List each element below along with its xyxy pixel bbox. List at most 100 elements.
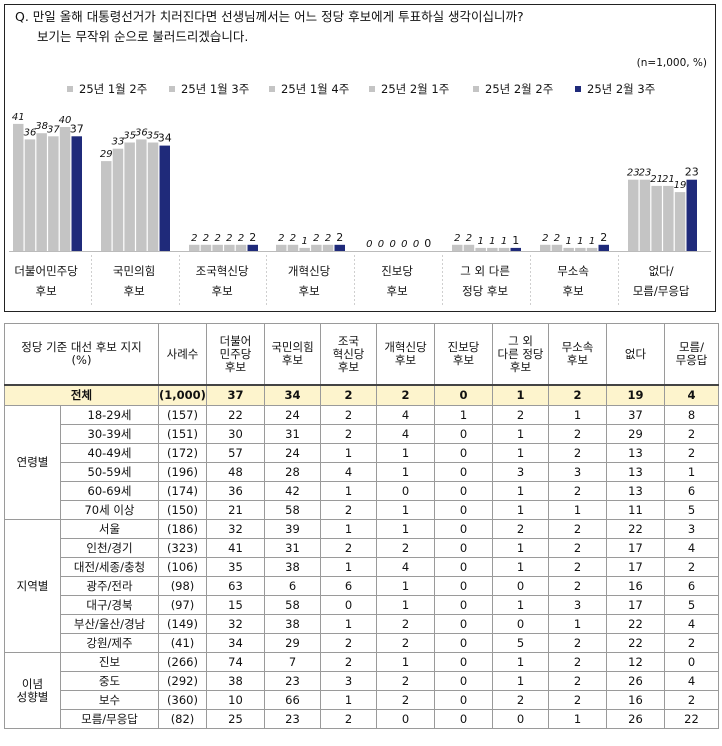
crosstab-table: 정당 기준 대선 후보 지지 (%) 사례수 더불어 민주당 후보 국민의힘 후보 조국 혁신당 후… [4, 323, 719, 729]
cell-value: 2 [664, 690, 719, 710]
cell-value: 5 [664, 595, 719, 615]
row-label: 70세 이상 [60, 500, 159, 520]
cell-value: 1 [492, 500, 549, 520]
data-label: 2 [325, 233, 331, 244]
table-header-row: 정당 기준 대선 후보 지지 (%) 사례수 더불어 민주당 후보 국민의힘 후보 조국 혁신당 후… [4, 323, 719, 386]
cell-value: 29 [264, 633, 321, 653]
bar-chart: 25년 1월 2주 25년 1월 3주 25년 1월 4주 25년 2월 1주 25년 … [9, 82, 711, 305]
row-label: 광주/전라 [60, 576, 159, 596]
bar [48, 136, 59, 251]
bar [200, 244, 212, 251]
data-label: 2 [554, 233, 560, 244]
cell-value: 28 [264, 462, 321, 482]
data-label: 0 [366, 239, 372, 250]
cell-value: 1 [492, 424, 549, 444]
bar [551, 244, 563, 251]
cell-value: 26 [606, 709, 665, 729]
bar [299, 247, 310, 251]
row-label: 60-69세 [60, 481, 159, 501]
data-label: 36 [24, 127, 37, 138]
cell-value: 2 [548, 481, 607, 501]
row-label: 중도 [60, 671, 159, 691]
sample-size: (266) [158, 652, 207, 672]
cell-value: 38 [264, 614, 321, 634]
cell-value: 37 [206, 384, 265, 406]
cell-value: 12 [606, 652, 665, 672]
cell-value: 22 [206, 405, 265, 425]
bar [639, 179, 651, 251]
bar [663, 185, 674, 251]
cell-value: 16 [606, 690, 665, 710]
cell-value: 2 [548, 557, 607, 577]
cell-value: 34 [264, 384, 321, 406]
bar [124, 142, 135, 251]
data-label: 41 [12, 112, 25, 123]
data-label: 2 [191, 233, 197, 244]
cell-value: 57 [206, 443, 265, 463]
cell-value: 1 [376, 576, 435, 596]
cell-value: 2 [376, 671, 435, 691]
bar [686, 179, 697, 251]
data-label: 2 [600, 231, 607, 244]
cell-value: 2 [548, 424, 607, 444]
legend-label: 25년 2월 2주 [485, 82, 553, 96]
sample-size: (150) [158, 500, 207, 520]
bar [287, 244, 299, 251]
cell-value: 0 [434, 384, 493, 406]
cell-value: 0 [434, 576, 493, 596]
cell-value: 2 [320, 384, 377, 406]
data-label: 23 [685, 166, 699, 179]
cell-value: 6 [664, 576, 719, 596]
data-label: 1 [477, 236, 483, 247]
table-row: 60-69세 (174) 36 42 1 0 0 1 2 13 6 [5, 481, 719, 501]
cell-value: 41 [206, 538, 265, 558]
category-label: 후보 [212, 284, 233, 298]
cell-value: 42 [264, 481, 321, 501]
cell-value: 1 [376, 519, 435, 539]
table-row: 인천/경기 (323) 41 31 2 2 0 1 2 17 4 [5, 538, 719, 558]
cell-value: 1 [320, 557, 377, 577]
cell-value: 0 [434, 481, 493, 501]
cell-value: 4 [664, 614, 719, 634]
table-row: 광주/전라 (98) 63 6 6 1 0 0 2 16 6 [5, 576, 719, 596]
data-label: 1 [589, 236, 595, 247]
cell-value: 0 [492, 576, 549, 596]
sample-size: (151) [158, 424, 207, 444]
cell-value: 21 [206, 500, 265, 520]
data-label: 1 [301, 236, 307, 247]
cell-value: 1 [376, 652, 435, 672]
cell-value: 6 [664, 481, 719, 501]
column-header: 개혁신당 후보 [376, 323, 435, 386]
cell-value: 5 [492, 633, 549, 653]
cell-value: 0 [434, 462, 493, 482]
cell-value: 1 [492, 384, 549, 406]
cell-value: 2 [548, 633, 607, 653]
data-label: 21 [650, 174, 663, 185]
data-label: 0 [413, 239, 419, 250]
bar [235, 244, 247, 251]
data-label: 23 [627, 168, 640, 179]
cell-value: 0 [434, 633, 493, 653]
data-label: 38 [35, 121, 48, 132]
cell-value: 2 [320, 652, 377, 672]
category-label: 무소속 [557, 264, 589, 278]
row-label: 30-39세 [60, 424, 159, 444]
table-row: 50-59세 (196) 48 28 4 1 0 3 3 13 1 [5, 462, 719, 482]
cell-value: 23 [264, 671, 321, 691]
cell-value: 16 [606, 576, 665, 596]
cell-value: 0 [434, 557, 493, 577]
cell-value: 4 [376, 424, 435, 444]
cell-value: 1 [548, 500, 607, 520]
sample-size: (157) [158, 405, 207, 425]
sample-size: (98) [158, 576, 207, 596]
cell-value: 35 [206, 557, 265, 577]
cell-value: 7 [264, 652, 321, 672]
data-label: 37 [47, 124, 60, 135]
row-label: 50-59세 [60, 462, 159, 482]
sample-size: (360) [158, 690, 207, 710]
cell-value: 4 [376, 405, 435, 425]
cell-value: 2 [548, 576, 607, 596]
cell-value: 36 [206, 481, 265, 501]
cell-value: 11 [606, 500, 665, 520]
cell-value: 1 [320, 614, 377, 634]
